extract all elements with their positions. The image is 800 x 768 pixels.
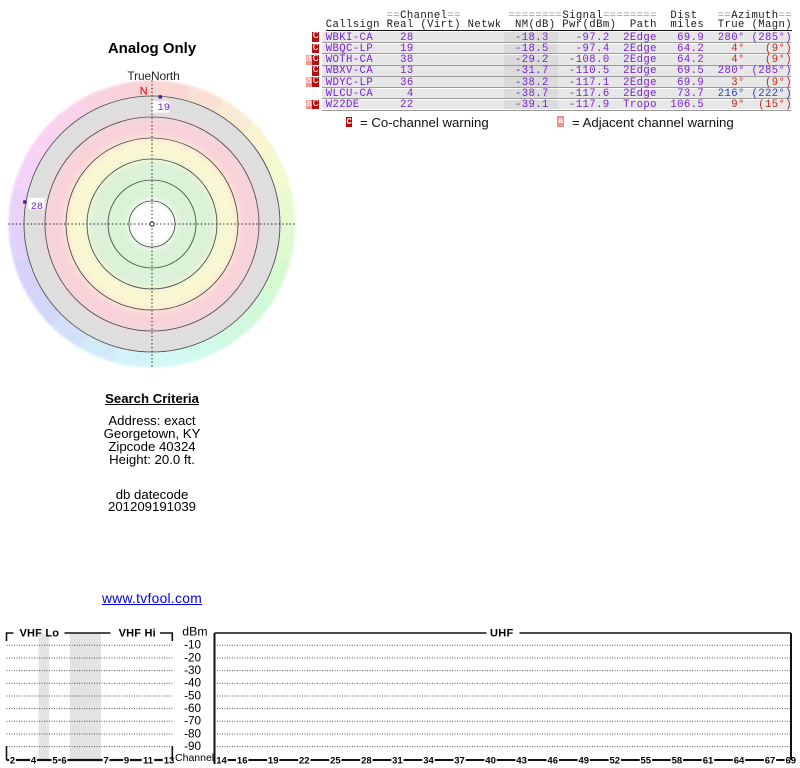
svg-text:28: 28 (31, 201, 43, 213)
svg-text:-50: -50 (184, 689, 201, 702)
svg-text:64: 64 (734, 756, 745, 767)
svg-text:46: 46 (547, 756, 558, 767)
svg-text:7: 7 (103, 756, 108, 767)
svg-text:11: 11 (143, 756, 154, 767)
svg-text:52: 52 (610, 756, 621, 767)
svg-text:31: 31 (392, 756, 403, 767)
svg-text:58: 58 (672, 756, 683, 767)
svg-text:61: 61 (703, 756, 714, 767)
svg-text:67: 67 (765, 756, 776, 767)
svg-text:6: 6 (61, 756, 66, 767)
svg-text:2: 2 (10, 756, 15, 767)
svg-text:-30: -30 (184, 664, 201, 677)
svg-text:25: 25 (330, 756, 341, 767)
svg-text:28: 28 (361, 756, 372, 767)
svg-text:-90: -90 (184, 740, 201, 753)
svg-text:4: 4 (31, 756, 37, 767)
svg-text:-60: -60 (184, 702, 201, 715)
svg-text:-20: -20 (184, 651, 201, 664)
svg-text:22: 22 (299, 756, 310, 767)
svg-text:-80: -80 (184, 727, 201, 740)
svg-text:Channel: Channel (175, 752, 214, 764)
svg-text:13: 13 (164, 756, 175, 767)
svg-text:VHF Lo: VHF Lo (20, 628, 60, 640)
svg-text:-10: -10 (184, 639, 201, 652)
svg-text:5: 5 (52, 756, 58, 767)
svg-text:49: 49 (579, 756, 590, 767)
svg-text:55: 55 (641, 756, 652, 767)
svg-text:34: 34 (423, 756, 434, 767)
svg-text:-70: -70 (184, 715, 201, 728)
svg-text:14: 14 (216, 756, 227, 767)
svg-text:19: 19 (268, 756, 279, 767)
svg-text:43: 43 (516, 756, 527, 767)
svg-text:N: N (140, 85, 148, 97)
svg-text:40: 40 (485, 756, 496, 767)
svg-text:16: 16 (237, 756, 248, 767)
svg-text:69: 69 (786, 756, 797, 767)
svg-text:-40: -40 (184, 677, 201, 690)
svg-text:9: 9 (124, 756, 129, 767)
svg-text:UHF: UHF (490, 628, 514, 640)
svg-text:37: 37 (454, 756, 465, 767)
svg-text:VHF Hi: VHF Hi (119, 628, 156, 640)
svg-text:dBm: dBm (182, 624, 207, 638)
svg-text:19: 19 (158, 102, 170, 114)
